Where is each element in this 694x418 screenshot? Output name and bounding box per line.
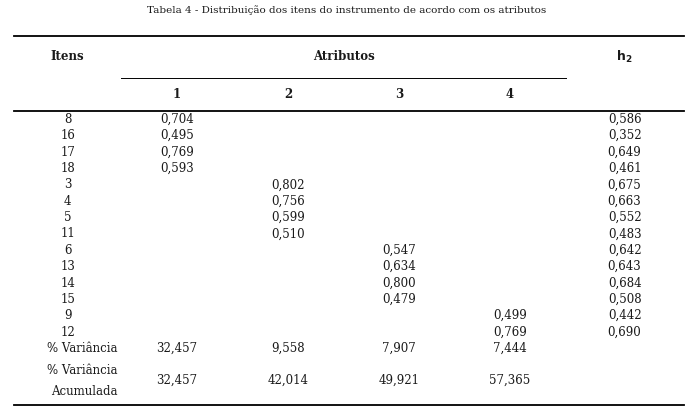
Text: % Variância: % Variância xyxy=(47,342,118,355)
Text: 4: 4 xyxy=(64,195,71,208)
Text: 8: 8 xyxy=(64,113,71,126)
Text: 0,800: 0,800 xyxy=(382,277,416,290)
Text: 0,704: 0,704 xyxy=(160,113,194,126)
Text: 0,756: 0,756 xyxy=(271,195,305,208)
Text: 57,365: 57,365 xyxy=(489,374,531,387)
Text: Acumulada: Acumulada xyxy=(51,385,118,398)
Text: 2: 2 xyxy=(284,88,292,101)
Text: 12: 12 xyxy=(60,326,75,339)
Text: 9,558: 9,558 xyxy=(271,342,305,355)
Text: 0,675: 0,675 xyxy=(608,178,641,191)
Text: 0,643: 0,643 xyxy=(608,260,641,273)
Text: 0,547: 0,547 xyxy=(382,244,416,257)
Text: 0,352: 0,352 xyxy=(608,129,641,142)
Text: 0,649: 0,649 xyxy=(608,145,641,158)
Text: 18: 18 xyxy=(60,162,75,175)
Text: 0,802: 0,802 xyxy=(271,178,305,191)
Text: 9: 9 xyxy=(64,309,71,322)
Text: 0,769: 0,769 xyxy=(160,145,194,158)
Text: 15: 15 xyxy=(60,293,75,306)
Text: 49,921: 49,921 xyxy=(378,374,420,387)
Text: 1: 1 xyxy=(173,88,181,101)
Text: Itens: Itens xyxy=(51,50,85,63)
Text: 0,634: 0,634 xyxy=(382,260,416,273)
Text: 0,510: 0,510 xyxy=(271,227,305,240)
Text: 17: 17 xyxy=(60,145,75,158)
Text: 0,483: 0,483 xyxy=(608,227,641,240)
Text: Tabela 4 - Distribuição dos itens do instrumento de acordo com os atributos: Tabela 4 - Distribuição dos itens do ins… xyxy=(147,5,547,15)
Text: 42,014: 42,014 xyxy=(267,374,309,387)
Text: 14: 14 xyxy=(60,277,75,290)
Text: 0,684: 0,684 xyxy=(608,277,641,290)
Text: 3: 3 xyxy=(64,178,71,191)
Text: 32,457: 32,457 xyxy=(156,374,198,387)
Text: 0,586: 0,586 xyxy=(608,113,641,126)
Text: 0,663: 0,663 xyxy=(608,195,641,208)
Text: 32,457: 32,457 xyxy=(156,342,198,355)
Text: 0,442: 0,442 xyxy=(608,309,641,322)
Text: 0,642: 0,642 xyxy=(608,244,641,257)
Text: 4: 4 xyxy=(506,88,514,101)
Text: 0,599: 0,599 xyxy=(271,211,305,224)
Text: % Variância: % Variância xyxy=(47,364,118,377)
Text: 0,495: 0,495 xyxy=(160,129,194,142)
Text: 6: 6 xyxy=(64,244,71,257)
Text: Atributos: Atributos xyxy=(313,50,374,63)
Text: 16: 16 xyxy=(60,129,75,142)
Text: 0,552: 0,552 xyxy=(608,211,641,224)
Text: 7,444: 7,444 xyxy=(493,342,527,355)
Text: 0,690: 0,690 xyxy=(608,326,641,339)
Text: 0,461: 0,461 xyxy=(608,162,641,175)
Text: 5: 5 xyxy=(64,211,71,224)
Text: 0,769: 0,769 xyxy=(493,326,527,339)
Text: 13: 13 xyxy=(60,260,75,273)
Text: 0,508: 0,508 xyxy=(608,293,641,306)
Text: 7,907: 7,907 xyxy=(382,342,416,355)
Text: 3: 3 xyxy=(395,88,403,101)
Text: 0,499: 0,499 xyxy=(493,309,527,322)
Text: 0,593: 0,593 xyxy=(160,162,194,175)
Text: 11: 11 xyxy=(60,227,75,240)
Text: $\mathbf{h_2}$: $\mathbf{h_2}$ xyxy=(616,49,633,65)
Text: 0,479: 0,479 xyxy=(382,293,416,306)
